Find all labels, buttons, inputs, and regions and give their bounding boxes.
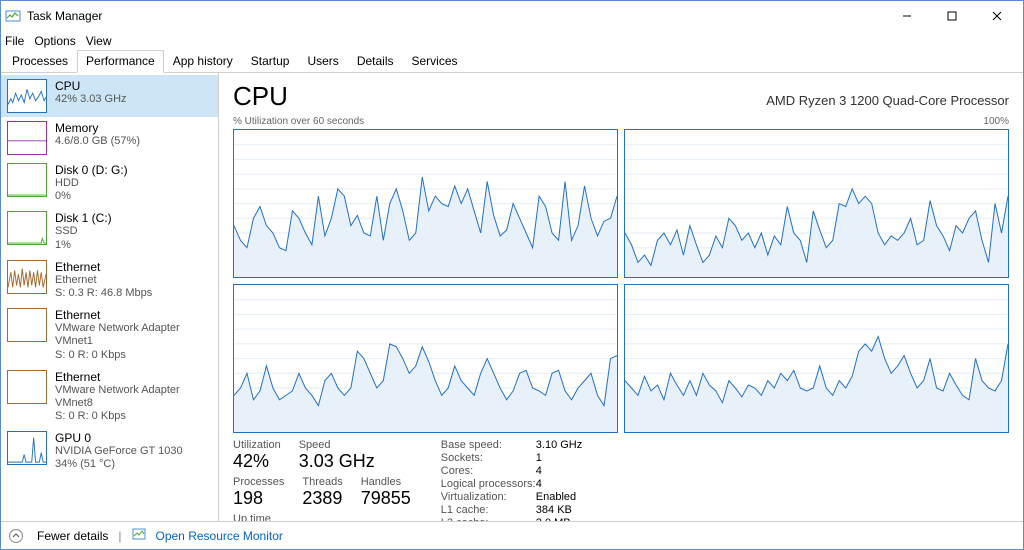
speed-value: 3.03 GHz bbox=[299, 451, 375, 472]
sidebar-item-mem[interactable]: Memory 4.6/8.0 GB (57%) bbox=[1, 117, 218, 159]
content: CPU 42% 3.03 GHz Memory 4.6/8.0 GB (57%)… bbox=[1, 73, 1023, 521]
thumb-disk1 bbox=[7, 211, 47, 245]
tabbar: Processes Performance App history Startu… bbox=[1, 51, 1023, 73]
sidebar-item-eth1[interactable]: Ethernet VMware Network Adapter VMnet1 S… bbox=[1, 304, 218, 366]
cpu-core-chart-0 bbox=[233, 129, 618, 278]
thumb-eth1 bbox=[7, 308, 47, 342]
cpu-core-chart-3 bbox=[624, 284, 1009, 433]
tab-services[interactable]: Services bbox=[403, 50, 467, 73]
sidebar-item-disk1[interactable]: Disk 1 (C:) SSD 1% bbox=[1, 207, 218, 255]
tab-startup[interactable]: Startup bbox=[242, 50, 299, 73]
chevron-down-icon[interactable] bbox=[9, 529, 23, 543]
axis-left-label: % Utilization over 60 seconds bbox=[233, 116, 364, 127]
thumb-eth0 bbox=[7, 260, 47, 294]
cpu-core-chart-1 bbox=[624, 129, 1009, 278]
thumb-gpu bbox=[7, 431, 47, 465]
thumb-eth2 bbox=[7, 370, 47, 404]
threads-value: 2389 bbox=[302, 488, 342, 509]
sidebar-item-disk0[interactable]: Disk 0 (D: G:) HDD 0% bbox=[1, 159, 218, 207]
sidebar-item-label: Ethernet bbox=[55, 308, 212, 322]
maximize-button[interactable] bbox=[929, 1, 974, 31]
sidebar-item-label: Memory bbox=[55, 121, 140, 135]
footer: Fewer details | Open Resource Monitor bbox=[1, 521, 1023, 549]
resmon-icon bbox=[132, 527, 146, 544]
cpu-detail-row: Virtualization:Enabled bbox=[441, 491, 582, 503]
menu-file[interactable]: File bbox=[5, 34, 24, 48]
sidebar-item-label: Ethernet bbox=[55, 370, 212, 384]
main-panel: CPU AMD Ryzen 3 1200 Quad-Core Processor… bbox=[219, 73, 1023, 521]
minimize-button[interactable] bbox=[884, 1, 929, 31]
window-title: Task Manager bbox=[27, 9, 884, 23]
open-resource-monitor-link[interactable]: Open Resource Monitor bbox=[156, 529, 283, 543]
sidebar-item-label: GPU 0 bbox=[55, 431, 183, 445]
menubar: File Options View bbox=[1, 31, 1023, 51]
cpu-detail-row: Sockets:1 bbox=[441, 452, 582, 464]
sidebar-item-eth0[interactable]: Ethernet Ethernet S: 0.3 R: 46.8 Mbps bbox=[1, 256, 218, 304]
fewer-details-link[interactable]: Fewer details bbox=[37, 529, 108, 543]
tab-processes[interactable]: Processes bbox=[3, 50, 77, 73]
menu-options[interactable]: Options bbox=[34, 34, 75, 48]
cpu-detail-row: L1 cache:384 KB bbox=[441, 504, 582, 516]
task-manager-window: Task Manager File Options View Processes… bbox=[0, 0, 1024, 550]
tab-performance[interactable]: Performance bbox=[77, 50, 164, 73]
thumb-mem bbox=[7, 121, 47, 155]
cpu-detail-row: Base speed:3.10 GHz bbox=[441, 439, 582, 451]
cpu-core-chart-2 bbox=[233, 284, 618, 433]
handles-value: 79855 bbox=[361, 488, 411, 509]
processes-value: 198 bbox=[233, 488, 284, 509]
cpu-detail-row: Cores:4 bbox=[441, 465, 582, 477]
app-icon bbox=[5, 8, 21, 24]
thumb-cpu bbox=[7, 79, 47, 113]
cpu-model: AMD Ryzen 3 1200 Quad-Core Processor bbox=[766, 93, 1009, 108]
tab-apphistory[interactable]: App history bbox=[164, 50, 242, 73]
thumb-disk0 bbox=[7, 163, 47, 197]
cpu-chart-grid bbox=[233, 129, 1009, 429]
handles-label: Handles bbox=[361, 476, 411, 488]
sidebar-item-eth2[interactable]: Ethernet VMware Network Adapter VMnet8 S… bbox=[1, 366, 218, 428]
tab-details[interactable]: Details bbox=[348, 50, 403, 73]
sidebar-item-label: Disk 0 (D: G:) bbox=[55, 163, 128, 177]
tab-users[interactable]: Users bbox=[298, 50, 347, 73]
sidebar-item-cpu[interactable]: CPU 42% 3.03 GHz bbox=[1, 75, 218, 117]
cpu-details: Base speed:3.10 GHzSockets:1Cores:4Logic… bbox=[441, 439, 582, 521]
sidebar-item-label: Ethernet bbox=[55, 260, 152, 274]
menu-view[interactable]: View bbox=[86, 34, 112, 48]
page-title: CPU bbox=[233, 81, 288, 112]
utilization-label: Utilization bbox=[233, 439, 281, 451]
cpu-detail-row: Logical processors:4 bbox=[441, 478, 582, 490]
utilization-value: 42% bbox=[233, 451, 281, 472]
sidebar: CPU 42% 3.03 GHz Memory 4.6/8.0 GB (57%)… bbox=[1, 73, 219, 521]
close-button[interactable] bbox=[974, 1, 1019, 31]
window-controls bbox=[884, 1, 1019, 31]
stats-panel: Utilization42% Speed3.03 GHz Processes19… bbox=[233, 439, 1009, 521]
sidebar-item-gpu[interactable]: GPU 0 NVIDIA GeForce GT 1030 34% (51 °C) bbox=[1, 427, 218, 475]
sidebar-item-label: CPU bbox=[55, 79, 127, 93]
processes-label: Processes bbox=[233, 476, 284, 488]
speed-label: Speed bbox=[299, 439, 375, 451]
threads-label: Threads bbox=[302, 476, 342, 488]
titlebar[interactable]: Task Manager bbox=[1, 1, 1023, 31]
sidebar-item-label: Disk 1 (C:) bbox=[55, 211, 112, 225]
uptime-label: Up time bbox=[233, 513, 411, 521]
axis-right-label: 100% bbox=[983, 116, 1009, 127]
